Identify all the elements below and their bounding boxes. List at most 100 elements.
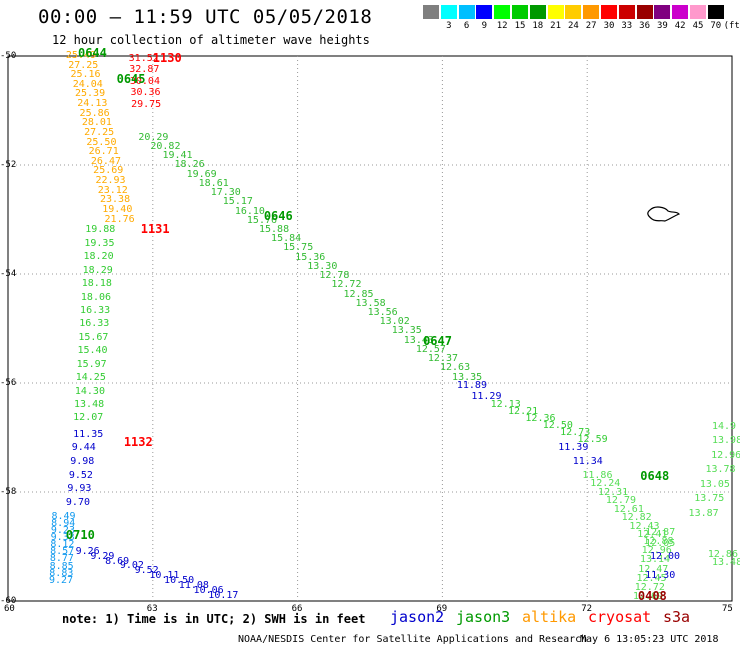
wave-height-value: 9.70 [65, 496, 90, 508]
legend-swatch [476, 5, 493, 19]
wave-height-value: 20.29 [138, 131, 169, 143]
legend-label: 6 [463, 21, 470, 31]
legend-swatch [672, 5, 689, 19]
wave-height-value: 8.77 [49, 553, 74, 565]
wave-height-value: 30.04 [129, 75, 160, 87]
wave-height-value: 12.05 [645, 537, 676, 549]
kerguelen-island-icon [647, 206, 681, 222]
map-grid [8, 56, 732, 601]
wave-height-value: 13.48 [712, 556, 740, 568]
wave-height-value: 9.98 [70, 456, 95, 468]
lon-tick-label: 69 [436, 604, 448, 614]
wave-height-value: 15.84 [271, 233, 302, 245]
legend-label: 36 [639, 21, 651, 31]
map-frame [7, 55, 733, 602]
wave-height-value: 15.88 [258, 223, 290, 235]
legend-swatch [601, 5, 617, 19]
wave-height-value: 20.82 [150, 140, 181, 152]
wave-height-value: 13.05 [699, 478, 730, 490]
wave-height-value: 15.75 [283, 242, 314, 254]
satellite-s3a: s3a [663, 608, 691, 626]
wave-height-value: 12.36 [525, 412, 556, 424]
legend-swatch [494, 5, 511, 19]
wave-height-value: 18.20 [83, 251, 114, 263]
legend-label: 3 [446, 21, 452, 31]
legend-label: (ft) [723, 21, 740, 31]
wave-height-value: 24.13 [77, 98, 108, 110]
legend-label: 27 [585, 21, 597, 31]
wave-height-value: 8.12 [50, 539, 75, 551]
wave-height-value: 19.88 [85, 224, 116, 236]
wave-height-value: 13.75 [694, 493, 725, 505]
credit-text: NOAA/NESDIS Center for Satellite Applica… [238, 634, 588, 645]
wave-height-value: 8.69 [105, 555, 130, 567]
wave-height-value: 12.00 [649, 551, 681, 563]
footer-note: note: 1) Time is in UTC; 2) SWH is in fe… [62, 612, 366, 626]
pass-time-label: 0710 [65, 527, 95, 542]
lat-tick-label: -52 [0, 160, 17, 170]
wave-height-value: 11.30 [645, 570, 676, 582]
wave-height-value: 13.43 [403, 334, 434, 346]
wave-height-value: 12.13 [490, 398, 521, 410]
wave-height-value: 9.52 [134, 565, 159, 577]
wave-height-value: 13.02 [379, 316, 410, 328]
wave-height-value: 12.72 [634, 581, 665, 593]
pass-time-label: 0644 [77, 46, 107, 61]
wave-height-value: 30.36 [130, 87, 161, 99]
wave-height-value: 26.47 [90, 155, 121, 167]
wave-height-value: 13.78 [705, 464, 736, 476]
lon-tick-label: 72 [581, 604, 593, 614]
wave-height-value: 15.36 [295, 251, 326, 263]
wave-height-value: 13.56 [367, 306, 398, 318]
wave-height-value: 19.35 [84, 237, 115, 249]
wave-height-value: 11.08 [178, 579, 209, 591]
legend-label: 42 [674, 21, 686, 31]
legend-swatch [583, 5, 600, 19]
wave-height-value: 8.57 [50, 546, 75, 558]
wave-height-value: 25.16 [70, 69, 101, 81]
wave-height-value: 8.83 [49, 567, 74, 579]
lon-tick-label: 75 [722, 604, 733, 614]
wave-height-value: 13.48 [74, 398, 105, 410]
wave-height-value: 12.73 [560, 427, 591, 439]
wave-height-value: 11.34 [572, 456, 603, 468]
wave-height-value: 25.50 [86, 136, 117, 148]
wave-height-value: 8.85 [49, 560, 74, 572]
wave-height-value: 12.57 [415, 343, 446, 355]
wave-height-value: 25.39 [75, 88, 106, 100]
legend-swatch [440, 5, 457, 19]
wave-height-value: 12.37 [427, 353, 459, 365]
wave-height-value: 15.76 [246, 214, 278, 226]
wave-height-value: 9.33 [50, 531, 75, 543]
satellite-jason2: jason2 [390, 608, 445, 626]
wave-height-value: 12.41 [637, 529, 668, 541]
wave-height-value: 11.35 [73, 428, 104, 440]
legend-label: 9 [481, 21, 488, 31]
wave-height-value: 15.67 [78, 331, 109, 343]
satellite-cryosat: cryosat [588, 608, 652, 626]
wave-height-value: 16.10 [234, 205, 265, 217]
wave-height-value: 12.96 [711, 449, 740, 461]
satellite-altika: altika [522, 608, 577, 626]
legend-swatch [690, 5, 706, 19]
wave-height-value: 23.12 [97, 184, 128, 196]
wave-height-value: 12.24 [590, 478, 621, 490]
legend-swatch [529, 5, 546, 19]
wave-height-value: 12.07 [73, 412, 104, 424]
wave-height-value: 24.04 [72, 78, 103, 90]
legend-swatch [618, 5, 635, 19]
wave-height-value: 23.38 [99, 194, 131, 206]
wave-height-value: 25.86 [79, 107, 110, 119]
legend-label: 12 [496, 21, 508, 31]
pass-time-label: 1132 [123, 434, 153, 449]
wave-height-value: 14.9 [712, 420, 737, 432]
wave-height-value: 12.43 [629, 520, 660, 532]
wave-height-value: 11.29 [471, 390, 502, 402]
wave-height-value: 16.33 [80, 304, 111, 316]
legend-label: 18 [532, 21, 544, 31]
pass-time-label: 0647 [423, 334, 452, 349]
legend-label: 24 [567, 21, 579, 31]
legend-label: 45 [692, 21, 704, 31]
wave-height-value: 10.17 [208, 589, 239, 601]
